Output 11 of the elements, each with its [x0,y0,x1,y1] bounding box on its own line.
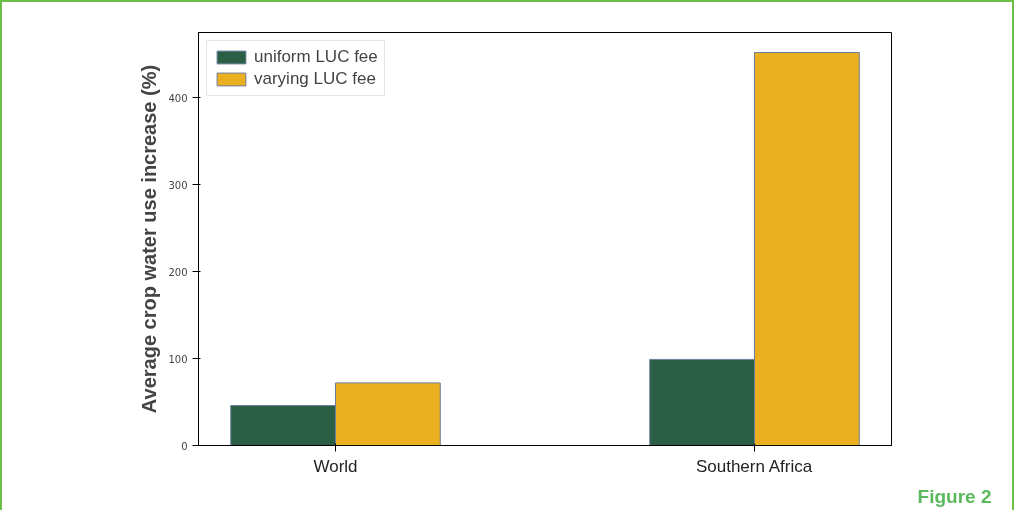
legend-label: uniform LUC fee [254,47,378,67]
y-axis-title: Average crop water use increase (%) [138,64,161,414]
caption: Figure 2 [917,485,992,507]
y-tick-label: 400 [168,92,188,104]
y-tick-label: 300 [168,179,188,191]
legend-label: varying LUC fee [254,69,376,89]
y-tick-label: 200 [168,266,188,278]
y-tick-label: 0 [181,440,188,452]
x-tick-label: Southern Africa [695,456,813,476]
y-tick-label: 100 [168,353,188,365]
x-tick-label: World [313,456,358,476]
